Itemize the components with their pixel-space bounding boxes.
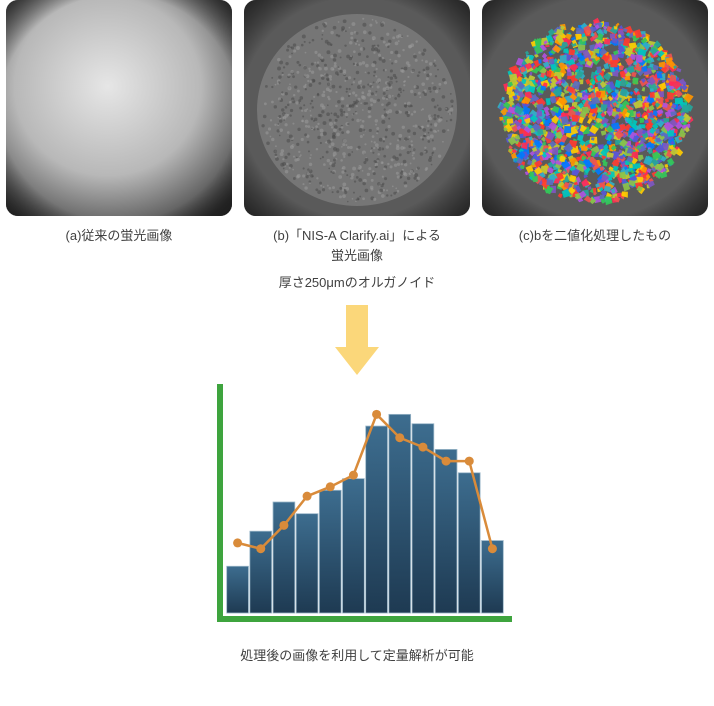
panel-c: (c)bを二値化処理したもの	[480, 0, 710, 266]
caption-c: (c)bを二値化処理したもの	[519, 226, 671, 266]
thumb-b-clarify	[244, 0, 470, 216]
panel-a: (a)従来の蛍光画像	[4, 0, 234, 266]
subtitle-organoid: 厚さ250μmのオルガノイド	[0, 272, 714, 291]
caption-b: (b)「NIS-A Clarify.ai」による蛍光画像	[273, 226, 441, 266]
caption-a: (a)従来の蛍光画像	[66, 226, 173, 266]
image-panels-row: (a)従来の蛍光画像 (b)「NIS-A Clarify.ai」による蛍光画像 …	[0, 0, 714, 266]
arrow-wrap	[0, 305, 714, 375]
thumb-c-binarized	[482, 0, 708, 216]
chart-wrap	[0, 381, 714, 631]
panel-b: (b)「NIS-A Clarify.ai」による蛍光画像	[242, 0, 472, 266]
down-arrow-icon	[335, 305, 379, 375]
thumb-a-conventional	[6, 0, 232, 216]
quantitative-analysis-chart	[202, 381, 512, 631]
bottom-caption: 処理後の画像を利用して定量解析が可能	[0, 645, 714, 664]
